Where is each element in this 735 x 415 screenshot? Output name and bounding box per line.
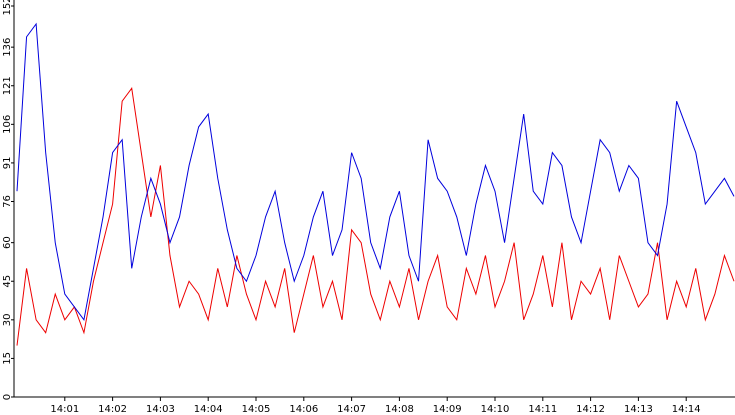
x-tick-label: 14:01 — [50, 404, 79, 415]
x-tick-label: 14:06 — [289, 404, 318, 415]
x-tick-label: 14:05 — [242, 404, 271, 415]
x-tick-label: 14:13 — [624, 404, 653, 415]
x-tick-label: 14:03 — [146, 404, 175, 415]
x-tick-label: 14:12 — [576, 404, 605, 415]
x-tick-label: 14:08 — [385, 404, 414, 415]
y-tick-label: 60 — [2, 236, 13, 249]
x-tick-label: 14:04 — [194, 404, 223, 415]
y-tick-label: 0 — [2, 394, 13, 400]
x-tick-label: 14:09 — [433, 404, 462, 415]
series-line — [16, 22, 735, 322]
y-tick-label: 30 — [2, 313, 13, 326]
y-tick-label: 152 — [2, 0, 13, 16]
x-tick-label: 14:02 — [98, 404, 127, 415]
x-tick-label: 14:14 — [672, 404, 701, 415]
y-tick-label: 15 — [2, 352, 13, 365]
y-tick-label: 91 — [2, 157, 13, 170]
x-tick-label: 14:07 — [337, 404, 366, 415]
x-tick-label: 14:11 — [528, 404, 557, 415]
y-tick-label: 45 — [2, 275, 13, 288]
x-tick-label: 14:10 — [481, 404, 510, 415]
y-tick-label: 136 — [2, 38, 13, 57]
y-tick-label: 121 — [2, 76, 13, 95]
series-line — [16, 87, 735, 346]
y-tick-label: 76 — [2, 195, 13, 208]
y-tick-label: 106 — [2, 115, 13, 134]
